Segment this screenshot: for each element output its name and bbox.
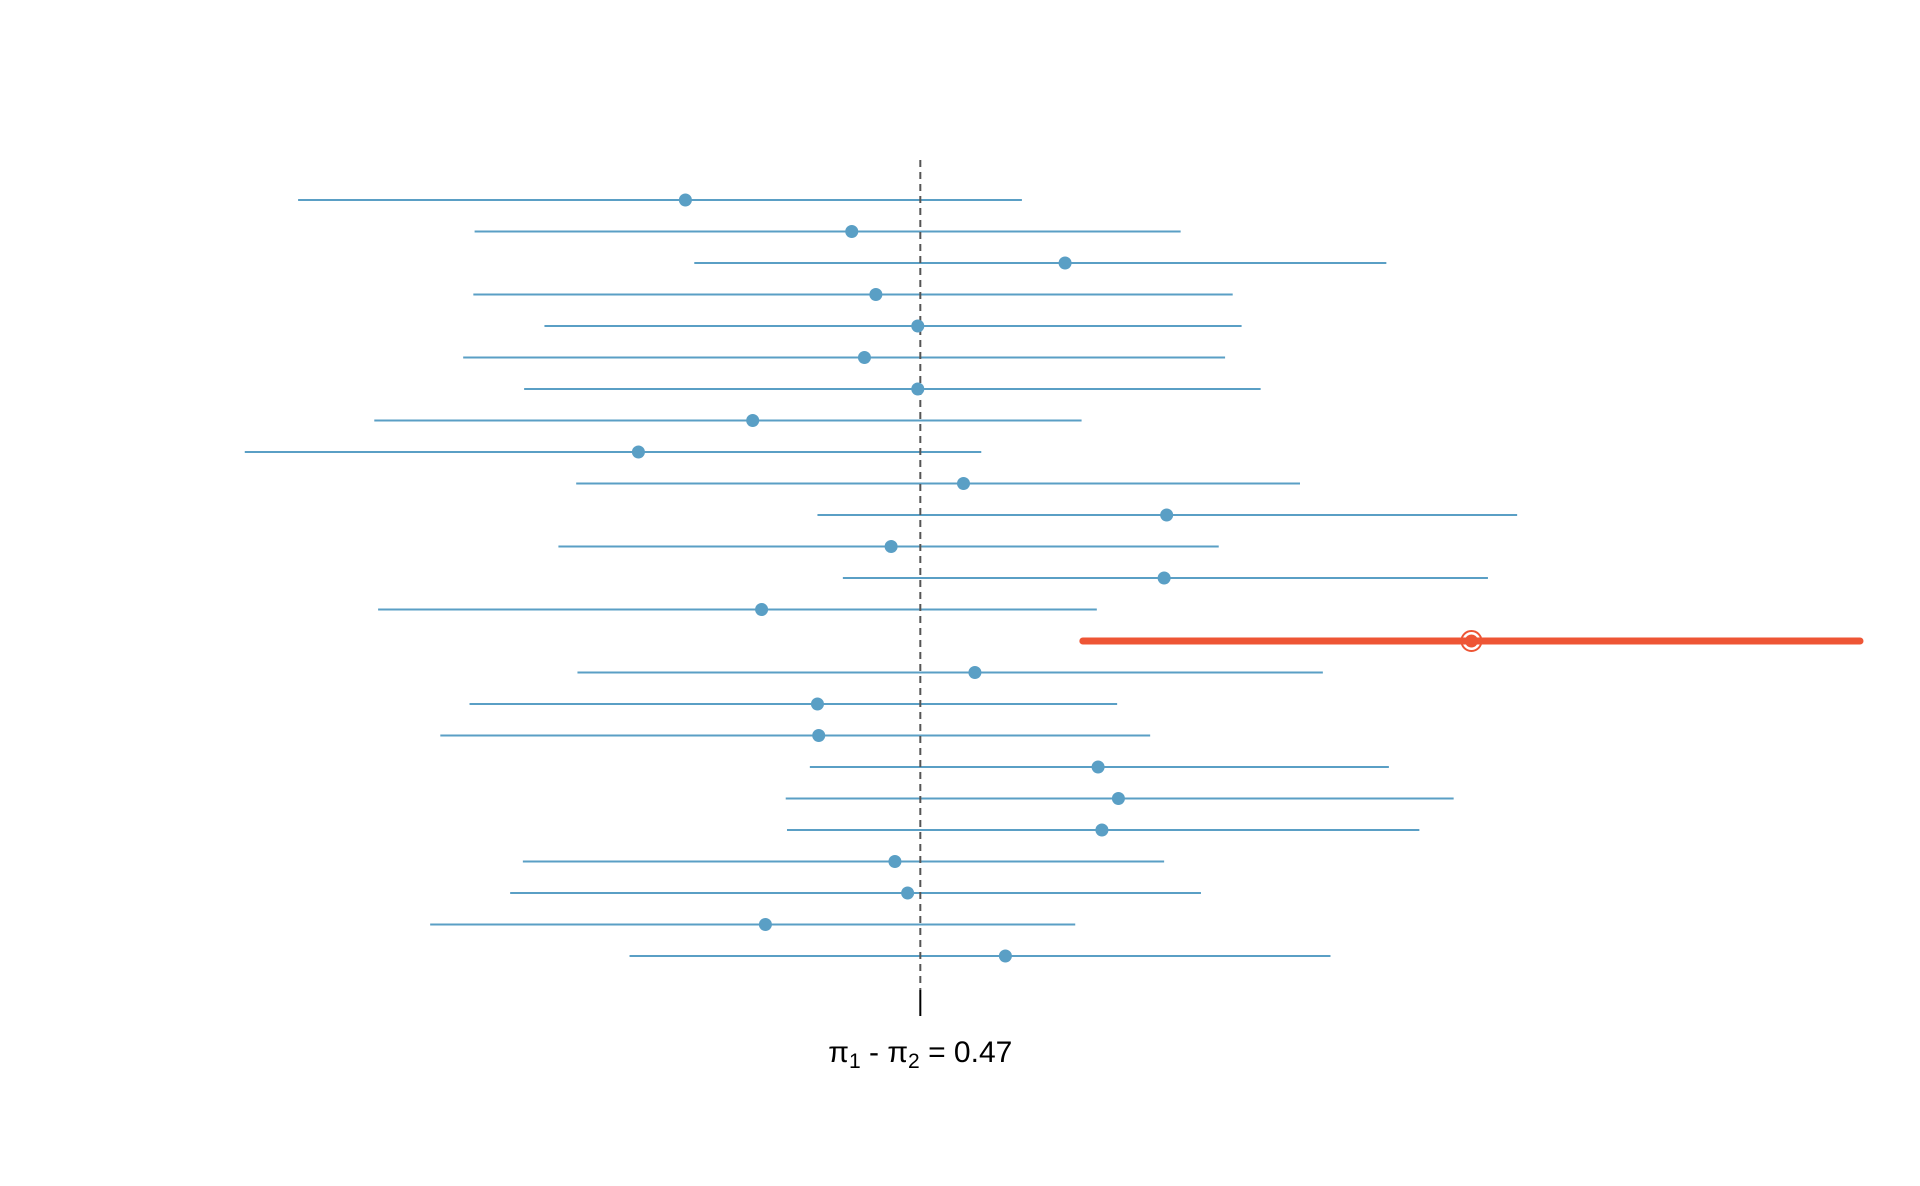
point-estimate — [956, 477, 970, 490]
point-estimate — [631, 445, 645, 459]
point-estimate — [968, 666, 982, 679]
label-subscript: 1 — [849, 1050, 861, 1073]
reference-label: π1 - π2 = 0.47 — [828, 1036, 1012, 1073]
point-estimate — [911, 319, 925, 333]
point-estimate — [812, 729, 826, 742]
label-subscript: 2 — [908, 1050, 920, 1073]
point-estimate — [746, 414, 760, 427]
point-estimate-miss — [1464, 634, 1478, 648]
point-estimate — [845, 225, 859, 238]
point-estimate — [1160, 508, 1174, 522]
point-estimate — [1111, 792, 1125, 805]
point-estimate — [1095, 823, 1109, 837]
point-estimate — [755, 603, 769, 616]
point-estimate — [857, 351, 871, 364]
point-group — [631, 193, 1483, 963]
label-text: - π — [861, 1036, 908, 1069]
point-estimate — [901, 886, 915, 900]
interval-group — [244, 199, 1864, 957]
label-text: = 0.47 — [920, 1036, 1013, 1069]
point-estimate — [869, 288, 883, 301]
point-estimate — [1058, 256, 1072, 270]
point-estimate — [911, 382, 925, 396]
point-estimate-miss-ring — [1460, 630, 1483, 652]
point-estimate — [998, 949, 1012, 963]
point-estimate — [888, 855, 902, 868]
point-estimate — [1157, 571, 1171, 585]
point-estimate — [884, 540, 898, 553]
point-estimate — [1091, 760, 1105, 774]
point-estimate — [678, 193, 692, 207]
point-estimate — [758, 918, 772, 931]
label-text: π — [828, 1036, 849, 1069]
point-estimate — [810, 697, 824, 711]
